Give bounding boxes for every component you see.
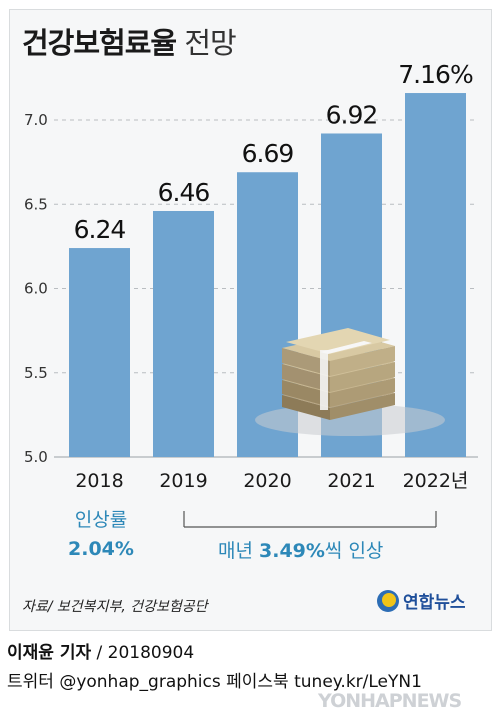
social-links: 트위터 @yonhap_graphics 페이스북 tuney.kr/LeYN1 <box>7 672 422 692</box>
bar <box>405 93 466 457</box>
y-tick-label: 6.0 <box>24 280 48 298</box>
data-label: 6.24 <box>74 215 126 244</box>
logo-name: 연합뉴스 <box>403 593 466 613</box>
annual-rate: 3.49% <box>259 540 325 562</box>
yonhap-logo-icon <box>377 589 399 612</box>
title-main: 건강보험료율 <box>22 26 177 60</box>
annual-increase-note: 매년 3.49%씩 인상 <box>218 536 383 563</box>
bracket <box>183 511 437 528</box>
y-tick-label: 5.5 <box>24 364 48 382</box>
x-tick-label: 2020 <box>243 470 291 492</box>
x-tick-label: 2021 <box>327 470 375 492</box>
publish-date: / 20180904 <box>91 643 195 663</box>
data-label: 6.92 <box>326 100 378 129</box>
x-tick-label: 2022년 <box>403 470 469 492</box>
data-label: 6.46 <box>158 178 210 207</box>
annual-prefix: 매년 <box>218 540 259 562</box>
watermark: YONHAPNEWS <box>318 690 462 712</box>
increase-rate-label: 인상률 <box>74 509 128 531</box>
x-tick-label: 2019 <box>159 470 207 492</box>
title-sub: 전망 <box>184 26 236 60</box>
bar <box>69 248 130 457</box>
bar <box>153 210 214 457</box>
page-title: 건강보험료율 전망 <box>22 20 237 62</box>
yonhap-logo: 연합뉴스 <box>377 588 466 613</box>
data-labels: 6.24 6.46 6.69 6.92 7.16% <box>74 60 474 244</box>
x-axis: 2018 2019 2020 2021 2022년 <box>75 470 468 492</box>
annual-suffix: 씩 인상 <box>324 540 384 562</box>
first-year-note: 인상률 2.04% <box>68 505 134 560</box>
reporter-name: 이재윤 기자 <box>7 643 92 663</box>
byline: 이재윤 기자 / 20180904 <box>7 638 194 663</box>
source-note: 자료/ 보건복지부, 건강보험공단 <box>22 599 208 615</box>
x-tick-label: 2018 <box>75 470 123 492</box>
y-tick-label: 6.5 <box>24 195 48 213</box>
data-label: 7.16% <box>398 60 473 89</box>
y-tick-label: 5.0 <box>24 448 48 466</box>
money-stack-illustration <box>255 328 445 436</box>
data-label: 6.69 <box>242 139 294 168</box>
y-tick-label: 7.0 <box>24 111 48 129</box>
y-axis: 5.0 5.5 6.0 6.5 7.0 <box>24 111 48 466</box>
first-year-rate: 2.04% <box>68 538 134 560</box>
